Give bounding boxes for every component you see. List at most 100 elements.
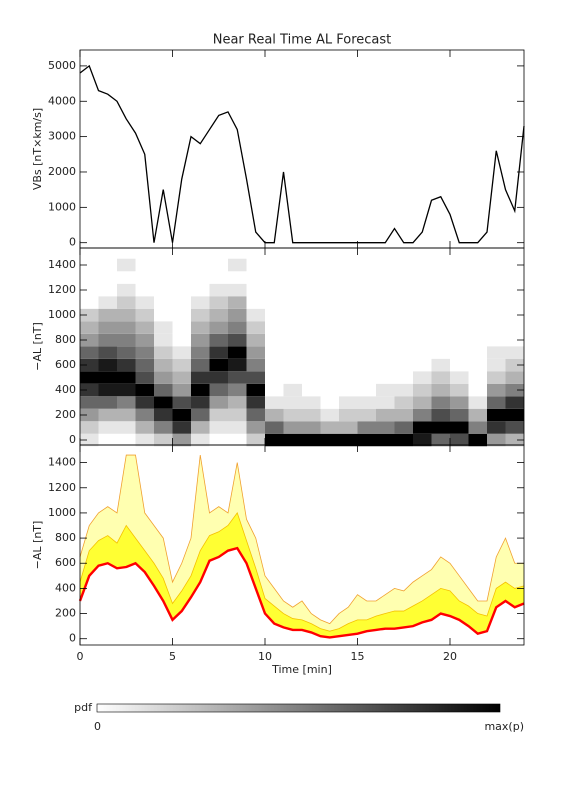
heat-cell bbox=[413, 358, 432, 372]
heat-cell bbox=[265, 296, 284, 309]
heat-cell bbox=[172, 258, 191, 272]
heat-cell bbox=[413, 258, 432, 272]
heat-cell bbox=[191, 358, 210, 372]
y-axis-label: −AL [nT] bbox=[31, 521, 44, 570]
heat-cell bbox=[135, 258, 154, 272]
heat-cell bbox=[172, 433, 191, 447]
heat-cell bbox=[172, 408, 191, 422]
heat-cell bbox=[431, 283, 450, 297]
heat-cell bbox=[450, 321, 469, 334]
heat-cell bbox=[283, 433, 302, 447]
heat-cell bbox=[246, 321, 265, 334]
heat-cell bbox=[98, 271, 117, 284]
heat-cell bbox=[450, 396, 469, 409]
heat-cell bbox=[394, 421, 413, 434]
heat-cell bbox=[505, 321, 524, 334]
heat-cell bbox=[468, 396, 487, 409]
heat-cell bbox=[431, 371, 450, 384]
heat-cell bbox=[339, 371, 358, 384]
heat-cell bbox=[357, 308, 376, 322]
y-tick-label: 800 bbox=[55, 531, 76, 544]
heat-cell bbox=[98, 358, 117, 372]
heat-cell bbox=[394, 258, 413, 272]
heat-cell bbox=[376, 358, 395, 372]
heat-cell bbox=[376, 258, 395, 272]
heat-cell bbox=[413, 433, 432, 447]
heat-cell bbox=[228, 346, 247, 359]
heat-cell bbox=[376, 308, 395, 322]
heat-cell bbox=[80, 358, 99, 372]
heat-cell bbox=[265, 358, 284, 372]
heat-cell bbox=[135, 408, 154, 422]
heat-cell bbox=[487, 358, 506, 372]
heat-cell bbox=[135, 333, 154, 347]
y-tick-label: 200 bbox=[55, 408, 76, 421]
heat-cell bbox=[487, 333, 506, 347]
heat-cell bbox=[98, 258, 117, 272]
heat-cell bbox=[320, 333, 339, 347]
heat-cell bbox=[376, 283, 395, 297]
heat-cell bbox=[394, 383, 413, 397]
heat-cell bbox=[320, 433, 339, 447]
heat-cell bbox=[376, 408, 395, 422]
heat-cell bbox=[376, 321, 395, 334]
heat-cell bbox=[468, 421, 487, 434]
heat-cell bbox=[339, 383, 358, 397]
heat-cell bbox=[450, 358, 469, 372]
heat-cell bbox=[117, 308, 136, 322]
heat-cell bbox=[302, 433, 321, 447]
heat-cell bbox=[394, 396, 413, 409]
heat-cell bbox=[98, 308, 117, 322]
heat-cell bbox=[413, 421, 432, 434]
heat-cell bbox=[154, 271, 173, 284]
x-tick-label: 20 bbox=[443, 650, 457, 663]
heat-cell bbox=[302, 408, 321, 422]
heat-cell bbox=[376, 346, 395, 359]
heat-cell bbox=[117, 383, 136, 397]
heat-cell bbox=[505, 371, 524, 384]
heat-cell bbox=[154, 308, 173, 322]
heat-cell bbox=[505, 258, 524, 272]
heat-cell bbox=[154, 421, 173, 434]
heat-cell bbox=[117, 296, 136, 309]
y-tick-label: 200 bbox=[55, 607, 76, 620]
heat-cell bbox=[320, 421, 339, 434]
heat-cell bbox=[320, 283, 339, 297]
heat-cell bbox=[135, 271, 154, 284]
heat-cell bbox=[468, 433, 487, 447]
heat-cell bbox=[209, 333, 228, 347]
heat-cell bbox=[283, 358, 302, 372]
heat-cell bbox=[209, 258, 228, 272]
heat-cell bbox=[228, 358, 247, 372]
heat-cell bbox=[394, 296, 413, 309]
heat-cell bbox=[320, 271, 339, 284]
heat-cell bbox=[172, 371, 191, 384]
heat-cell bbox=[357, 283, 376, 297]
heat-cell bbox=[191, 333, 210, 347]
heat-cell bbox=[505, 346, 524, 359]
heat-cell bbox=[246, 358, 265, 372]
y-tick-label: 1400 bbox=[48, 456, 76, 469]
heat-cell bbox=[283, 271, 302, 284]
heat-cell bbox=[450, 433, 469, 447]
heat-cell bbox=[265, 433, 284, 447]
colorbar-label: pdf bbox=[74, 701, 93, 714]
x-tick-label: 5 bbox=[169, 650, 176, 663]
heat-cell bbox=[135, 296, 154, 309]
heat-cell bbox=[228, 383, 247, 397]
heat-cell bbox=[154, 408, 173, 422]
heat-cell bbox=[394, 358, 413, 372]
heat-cell bbox=[191, 396, 210, 409]
heat-cell bbox=[117, 371, 136, 384]
heat-cell bbox=[135, 283, 154, 297]
heat-cell bbox=[135, 371, 154, 384]
heat-cell bbox=[209, 433, 228, 447]
heat-cell bbox=[394, 321, 413, 334]
heat-cell bbox=[246, 408, 265, 422]
heat-cell bbox=[339, 321, 358, 334]
heat-cell bbox=[135, 358, 154, 372]
heat-cell bbox=[302, 396, 321, 409]
heat-cell bbox=[431, 333, 450, 347]
heat-cell bbox=[98, 433, 117, 447]
heat-cell bbox=[117, 396, 136, 409]
